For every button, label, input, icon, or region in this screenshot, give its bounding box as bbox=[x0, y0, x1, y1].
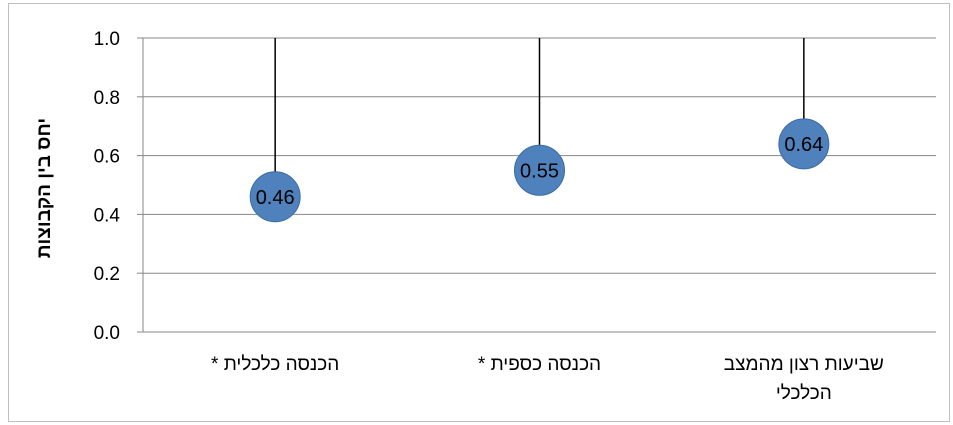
data-label: 0.64 bbox=[784, 134, 823, 156]
data-label: 0.46 bbox=[256, 187, 295, 209]
category-labels: הכנסה כלכלית * הכנסה כספית * שביעות רצון מ… bbox=[211, 354, 884, 404]
data-point bbox=[778, 118, 830, 170]
y-tick-label: 1.0 bbox=[94, 29, 120, 50]
category-label: שביעות רצון מהמצב bbox=[724, 354, 884, 375]
chart-frame bbox=[8, 3, 950, 422]
data-label: 0.55 bbox=[520, 160, 559, 182]
data-point bbox=[249, 171, 301, 223]
category-label: הכנסה כספית * bbox=[478, 354, 601, 375]
data-point bbox=[514, 144, 565, 196]
y-tick-label: 0.6 bbox=[94, 147, 120, 168]
y-tick-labels: 0.0 0.2 0.4 0.6 0.8 1.0 bbox=[94, 29, 121, 344]
category-label: הכנסה כלכלית * bbox=[211, 354, 339, 375]
y-tick-label: 0.8 bbox=[94, 88, 120, 109]
y-axis-label: יחס בין הקבוצות bbox=[34, 118, 55, 258]
y-tick-label: 0.4 bbox=[94, 205, 121, 226]
y-tick-label: 0.0 bbox=[94, 323, 120, 344]
data-points bbox=[249, 118, 830, 223]
y-tick-label: 0.2 bbox=[94, 264, 120, 285]
category-label: הכלכלי bbox=[776, 383, 832, 404]
data-labels: 0.46 0.55 0.64 bbox=[256, 134, 824, 209]
